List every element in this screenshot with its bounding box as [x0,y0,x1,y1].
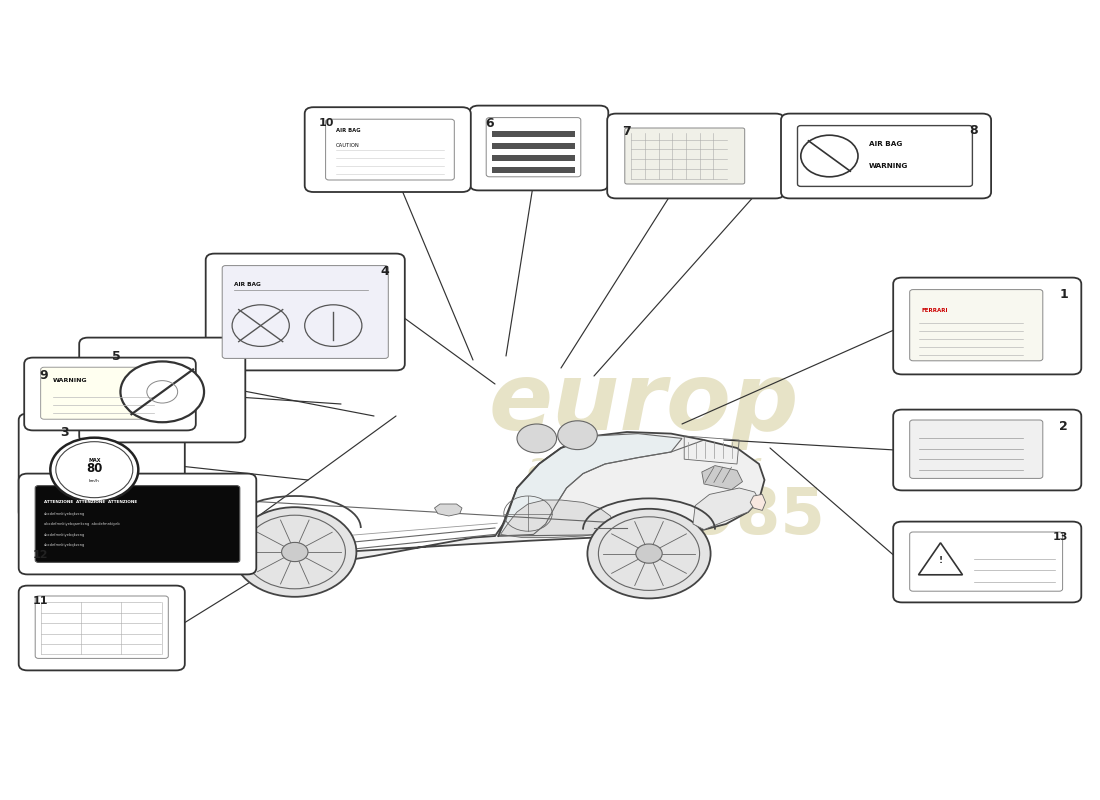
Text: a passion for: a passion for [527,451,760,485]
Text: 3: 3 [60,426,69,439]
FancyBboxPatch shape [486,118,581,177]
Text: 10: 10 [319,118,334,127]
FancyBboxPatch shape [893,278,1081,374]
FancyBboxPatch shape [24,358,196,430]
Circle shape [517,424,557,453]
Text: AIR BAG: AIR BAG [234,282,261,287]
FancyBboxPatch shape [35,596,168,658]
Polygon shape [201,493,248,536]
Text: WARNING: WARNING [53,378,87,383]
Text: europ: europ [488,358,799,450]
FancyBboxPatch shape [35,486,240,562]
FancyBboxPatch shape [910,420,1043,478]
Circle shape [51,438,139,502]
Polygon shape [500,500,614,538]
FancyBboxPatch shape [910,532,1063,591]
FancyBboxPatch shape [19,474,256,574]
Polygon shape [750,494,766,510]
Polygon shape [498,434,682,536]
FancyBboxPatch shape [326,119,454,180]
FancyBboxPatch shape [893,522,1081,602]
Polygon shape [702,466,743,490]
FancyBboxPatch shape [41,367,174,419]
FancyBboxPatch shape [305,107,471,192]
Text: 80: 80 [86,462,102,475]
Circle shape [121,362,205,422]
FancyBboxPatch shape [798,126,972,186]
Text: abcdefmnkiyebqkzcng: abcdefmnkiyebqkzcng [44,533,86,537]
Text: 7: 7 [623,125,631,138]
Bar [492,130,575,137]
Text: 8: 8 [969,124,978,137]
Text: 4: 4 [381,265,389,278]
FancyBboxPatch shape [781,114,991,198]
Bar [492,154,575,161]
FancyBboxPatch shape [893,410,1081,490]
Text: 6: 6 [485,117,494,130]
Text: 9: 9 [40,369,48,382]
Text: km/h: km/h [89,479,100,483]
Text: AIR BAG: AIR BAG [336,128,360,134]
Text: WARNING: WARNING [869,163,909,169]
FancyBboxPatch shape [607,114,784,198]
Text: 13: 13 [1053,532,1068,542]
Polygon shape [434,504,462,516]
FancyBboxPatch shape [19,586,185,670]
Text: abcdefmnkiyebqkzcng: abcdefmnkiyebqkzcng [44,512,86,516]
Polygon shape [200,494,234,517]
Circle shape [587,509,711,598]
Text: 11: 11 [33,596,48,606]
Text: AIR BAG: AIR BAG [869,142,902,147]
Bar [492,166,575,173]
FancyBboxPatch shape [79,338,245,442]
Bar [492,142,575,149]
Text: 5: 5 [112,350,121,363]
Circle shape [636,544,662,563]
FancyBboxPatch shape [206,254,405,370]
Text: FERRARI: FERRARI [922,308,948,313]
Polygon shape [198,484,253,502]
FancyBboxPatch shape [625,128,745,184]
Polygon shape [209,432,764,570]
FancyBboxPatch shape [470,106,608,190]
FancyBboxPatch shape [222,266,388,358]
Circle shape [282,542,308,562]
Text: 1985: 1985 [648,485,826,547]
Circle shape [233,507,356,597]
Text: 12: 12 [33,550,48,560]
Text: 2: 2 [1059,420,1068,433]
Text: MAX: MAX [88,458,100,463]
Circle shape [558,421,597,450]
Circle shape [801,135,858,177]
Text: ATTENZIONE  ATTENZIONE  ATTENZIONE: ATTENZIONE ATTENZIONE ATTENZIONE [44,500,138,504]
FancyBboxPatch shape [19,414,185,518]
Polygon shape [693,488,759,530]
Text: 1: 1 [1059,288,1068,301]
Text: CAUTION: CAUTION [336,142,360,148]
Text: !: ! [938,556,943,565]
FancyBboxPatch shape [910,290,1043,361]
Text: abcdefmnkiyebqkzcng: abcdefmnkiyebqkzcng [44,543,86,547]
Text: abcdefmnkiyebqamkcng  abcdefmnkiyeb: abcdefmnkiyebqamkcng abcdefmnkiyeb [44,522,120,526]
Circle shape [192,501,241,536]
